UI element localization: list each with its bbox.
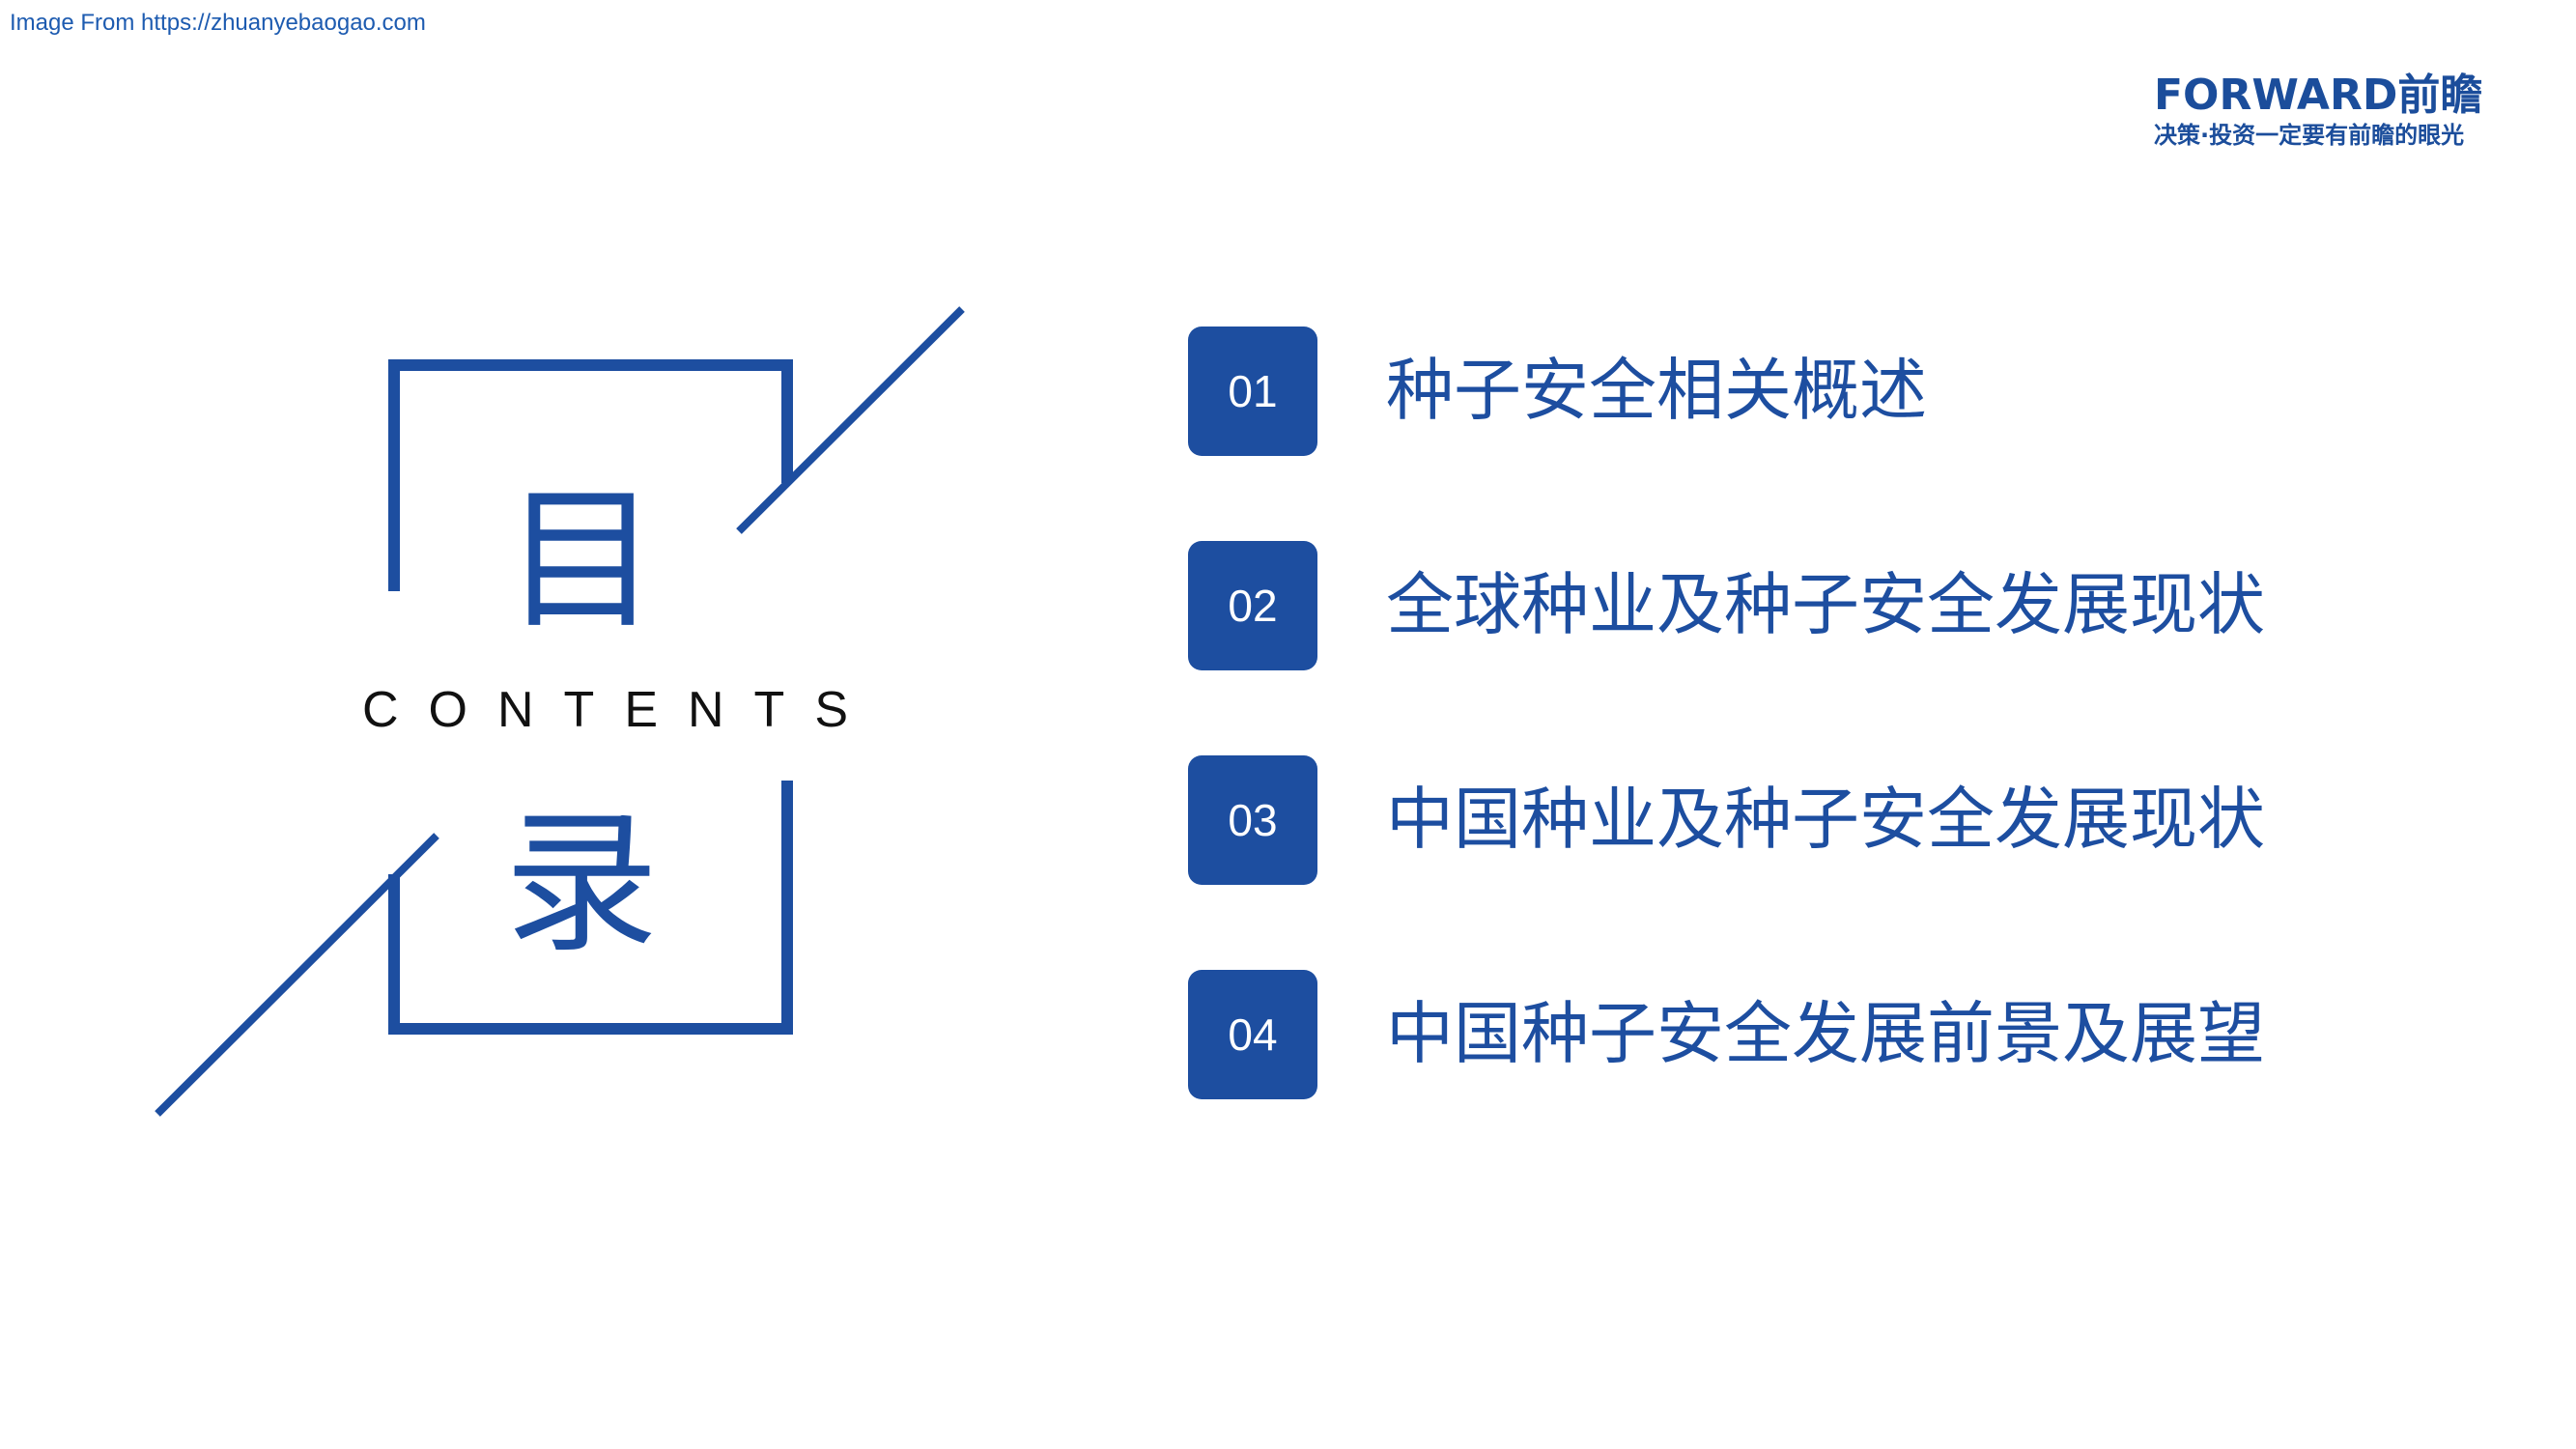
toc-number-badge: 02 xyxy=(1188,541,1317,670)
toc-title: 中国种业及种子安全发展现状 xyxy=(1386,780,2265,859)
frame-bottom-bracket xyxy=(388,781,793,1035)
frame-top-diagonal xyxy=(736,306,965,534)
toc-number-badge: 03 xyxy=(1188,755,1317,885)
toc-title: 全球种业及种子安全发展现状 xyxy=(1386,565,2265,644)
toc-item-02: 02 全球种业及种子安全发展现状 xyxy=(1188,541,2444,670)
logo-slogan: 决策·投资一定要有前瞻的眼光 xyxy=(2154,122,2465,149)
toc-item-04: 04 中国种子安全发展前景及展望 xyxy=(1188,970,2444,1099)
toc-number-badge: 04 xyxy=(1188,970,1317,1099)
toc-title: 中国种子安全发展前景及展望 xyxy=(1386,994,2265,1073)
toc-number-badge: 01 xyxy=(1188,327,1317,456)
contents-subtitle: CONTENTS xyxy=(362,682,878,738)
logo-brand: FORWARD前瞻 xyxy=(2154,71,2483,120)
contents-frame-decoration xyxy=(155,306,965,1117)
toc-item-03: 03 中国种业及种子安全发展现状 xyxy=(1188,755,2444,885)
frame-bottom-diagonal xyxy=(155,833,439,1117)
frame-top-bracket xyxy=(388,359,793,591)
toc-title: 种子安全相关概述 xyxy=(1386,351,1927,430)
toc-item-01: 01 种子安全相关概述 xyxy=(1188,327,2444,456)
title-char-lu: 录 xyxy=(503,793,659,974)
forward-logo: FORWARD前瞻 决策·投资一定要有前瞻的眼光 xyxy=(2154,60,2521,156)
title-char-mu: 目 xyxy=(503,469,659,650)
source-note: Image From https://zhuanyebaogao.com xyxy=(10,10,426,36)
